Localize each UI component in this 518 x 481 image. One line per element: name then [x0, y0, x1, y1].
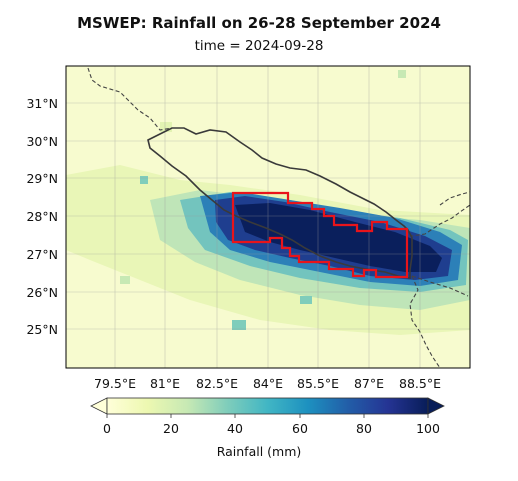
x-tick-label: 82.5°E: [196, 376, 238, 391]
border-south: [411, 275, 469, 297]
colorbar-label: Rainfall (mm): [216, 444, 302, 459]
rain-pixel: [140, 176, 148, 184]
rain-pixel: [300, 296, 312, 304]
rain-pixel: [398, 70, 406, 78]
border-east: [404, 204, 470, 237]
colorbar-tick-label: 80: [356, 421, 372, 436]
map-frame: [65, 65, 471, 369]
colorbar-tick-label: 40: [227, 421, 243, 436]
y-tick-label: 28°N: [26, 209, 58, 224]
colorbar-tick-label: 60: [292, 421, 308, 436]
x-tick-label: 88.5°E: [399, 376, 441, 391]
x-tick-label: 85.5°E: [297, 376, 339, 391]
y-tick-label: 25°N: [26, 322, 58, 337]
colorbar-extend-min: [90, 397, 108, 415]
colorbar-gradient: [106, 397, 429, 415]
x-tick-label: 81°E: [150, 376, 180, 391]
x-tick-label: 79.5°E: [94, 376, 136, 391]
rain-extreme-zone: [235, 203, 442, 272]
border-north-east: [439, 191, 470, 206]
x-tick-label: 84°E: [253, 376, 283, 391]
y-tick-label: 26°N: [26, 285, 58, 300]
map-subtitle: time = 2024-09-28: [194, 38, 324, 54]
y-tick-label: 29°N: [26, 171, 58, 186]
rain-pixel: [120, 276, 130, 284]
border-south-east: [409, 275, 441, 368]
gridlines: [66, 66, 470, 368]
y-axis-labels: 31°N 30°N 29°N 28°N 27°N 26°N 25°N: [26, 96, 58, 337]
x-axis-labels: 79.5°E 81°E 82.5°E 84°E 85.5°E 87°E 88.5…: [94, 376, 441, 391]
border-west: [87, 67, 173, 131]
rain-pixel: [160, 122, 172, 132]
rain-pixel: [232, 320, 246, 330]
colorbar-extend-max: [427, 397, 445, 415]
y-tick-label: 27°N: [26, 247, 58, 262]
colorbar-tick-label: 0: [103, 421, 111, 436]
y-tick-label: 31°N: [26, 96, 58, 111]
x-tick-label: 87°E: [354, 376, 384, 391]
y-tick-label: 30°N: [26, 134, 58, 149]
colorbar-tick-label: 20: [163, 421, 179, 436]
study-region-outline: [231, 191, 409, 279]
map-title: MSWEP: Rainfall on 26-28 September 2024: [77, 14, 441, 32]
colorbar: 0 20 40 60 80 100: [90, 397, 445, 436]
colorbar-tick-label: 100: [416, 421, 440, 436]
international-borders: [87, 67, 470, 368]
